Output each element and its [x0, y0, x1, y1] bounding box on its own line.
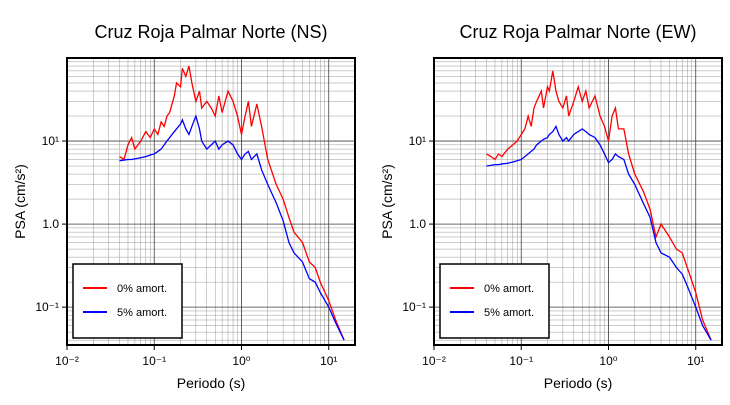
y-tick-label: 1.0	[42, 217, 59, 231]
x-axis-label: Periodo (s)	[544, 375, 612, 391]
x-tick-label: 10¹	[687, 354, 704, 368]
y-tick-label: 10⁻¹	[402, 300, 426, 314]
legend-label: 0% amort.	[484, 283, 534, 295]
x-tick-label: 10⁻¹	[509, 354, 533, 368]
series-line	[486, 70, 712, 341]
y-tick-label: 1.0	[409, 217, 426, 231]
y-tick-label: 10¹	[42, 134, 59, 148]
series-line	[119, 113, 345, 341]
legend-label: 5% amort.	[484, 307, 534, 319]
series-line	[486, 124, 712, 341]
x-tick-label: 10⁻²	[422, 354, 446, 368]
y-tick-label: 10¹	[409, 134, 426, 148]
x-tick-label: 10⁰	[232, 354, 250, 368]
series-line	[119, 65, 345, 341]
legend-label: 5% amort.	[117, 307, 167, 319]
x-tick-label: 10⁰	[599, 354, 617, 368]
y-tick-label: 10⁻¹	[35, 300, 59, 314]
chart-title: Cruz Roja Palmar Norte (EW)	[459, 22, 696, 42]
y-axis-label: PSA (cm/s²)	[379, 164, 395, 239]
y-axis-label: PSA (cm/s²)	[12, 164, 28, 239]
legend-box	[72, 263, 183, 339]
x-tick-label: 10⁻¹	[142, 354, 166, 368]
x-axis-label: Periodo (s)	[177, 375, 245, 391]
legend-label: 0% amort.	[117, 283, 167, 295]
plot-frame	[66, 57, 356, 346]
chart-title: Cruz Roja Palmar Norte (NS)	[94, 22, 327, 42]
x-tick-label: 10⁻²	[55, 354, 79, 368]
x-tick-label: 10¹	[320, 354, 337, 368]
plot-frame	[433, 57, 723, 346]
legend-box	[439, 263, 550, 339]
